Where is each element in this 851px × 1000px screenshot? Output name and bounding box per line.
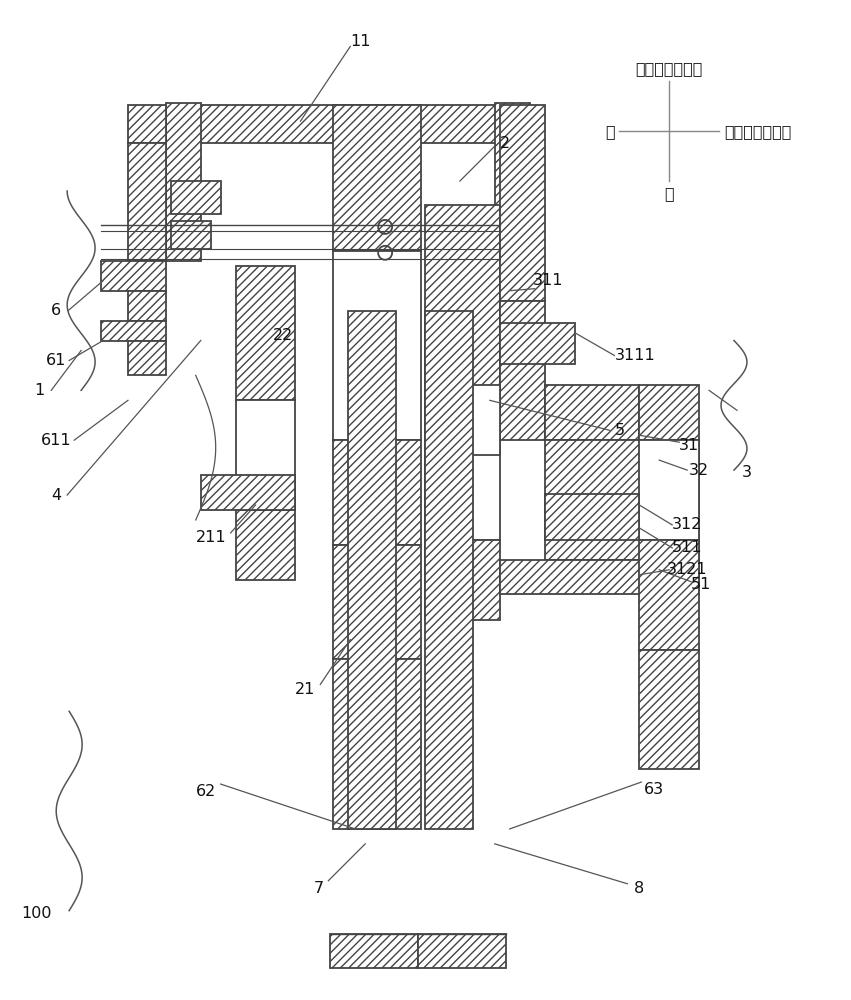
Text: 3111: 3111 bbox=[615, 348, 655, 363]
Text: 61: 61 bbox=[46, 353, 66, 368]
Bar bbox=[166, 103, 201, 261]
Bar bbox=[236, 510, 295, 580]
Bar bbox=[639, 385, 700, 440]
Bar bbox=[166, 105, 529, 143]
Bar bbox=[425, 400, 500, 540]
Text: 311: 311 bbox=[533, 273, 563, 288]
Text: 4: 4 bbox=[51, 488, 61, 503]
Bar bbox=[334, 545, 421, 659]
Bar bbox=[171, 181, 220, 214]
Bar bbox=[500, 560, 700, 594]
Bar bbox=[545, 500, 700, 560]
Text: 11: 11 bbox=[350, 34, 370, 49]
Text: 51: 51 bbox=[691, 577, 711, 592]
Bar bbox=[101, 261, 166, 291]
Text: 右（第二方向）: 右（第二方向） bbox=[724, 124, 791, 139]
Bar bbox=[545, 494, 639, 540]
Bar bbox=[500, 301, 545, 440]
Text: 1: 1 bbox=[34, 383, 44, 398]
Bar bbox=[128, 105, 166, 143]
Text: 3: 3 bbox=[742, 465, 752, 480]
Bar bbox=[639, 440, 700, 540]
Bar bbox=[500, 323, 574, 364]
Text: 8: 8 bbox=[634, 881, 644, 896]
Bar bbox=[171, 221, 211, 249]
Text: 3121: 3121 bbox=[667, 562, 707, 577]
Text: 511: 511 bbox=[671, 540, 702, 555]
Text: 后（第一方向）: 后（第一方向） bbox=[636, 61, 703, 76]
Bar bbox=[128, 143, 166, 261]
Bar bbox=[494, 103, 529, 261]
Bar bbox=[236, 266, 295, 400]
Bar bbox=[545, 385, 639, 440]
Text: 7: 7 bbox=[313, 881, 323, 896]
Bar bbox=[330, 934, 418, 968]
Bar bbox=[500, 105, 545, 301]
Text: 前: 前 bbox=[665, 186, 674, 201]
Bar bbox=[101, 321, 166, 341]
Bar bbox=[425, 540, 500, 620]
Bar bbox=[334, 105, 421, 251]
Bar bbox=[236, 400, 295, 510]
Text: 5: 5 bbox=[614, 423, 625, 438]
Bar bbox=[465, 385, 500, 455]
Bar bbox=[639, 650, 700, 769]
Text: 211: 211 bbox=[196, 530, 226, 545]
Text: 6: 6 bbox=[51, 303, 61, 318]
Bar bbox=[425, 205, 500, 400]
Text: 312: 312 bbox=[672, 517, 702, 532]
Text: 63: 63 bbox=[644, 782, 665, 797]
Text: 22: 22 bbox=[273, 328, 294, 343]
Text: 100: 100 bbox=[21, 906, 52, 921]
Bar bbox=[425, 311, 473, 829]
Bar bbox=[201, 475, 295, 510]
Bar bbox=[334, 251, 421, 440]
Text: 611: 611 bbox=[41, 433, 71, 448]
Text: 2: 2 bbox=[500, 136, 510, 151]
Text: 21: 21 bbox=[295, 682, 316, 697]
Bar bbox=[334, 440, 421, 545]
Bar bbox=[128, 291, 166, 321]
Text: 31: 31 bbox=[679, 438, 700, 453]
Bar bbox=[418, 934, 505, 968]
Bar bbox=[348, 311, 396, 829]
Bar bbox=[128, 341, 166, 375]
Bar bbox=[545, 440, 700, 500]
Text: 62: 62 bbox=[196, 784, 216, 799]
Bar bbox=[334, 659, 421, 829]
Bar bbox=[639, 540, 700, 650]
Text: 32: 32 bbox=[689, 463, 709, 478]
Text: 左: 左 bbox=[605, 124, 614, 139]
